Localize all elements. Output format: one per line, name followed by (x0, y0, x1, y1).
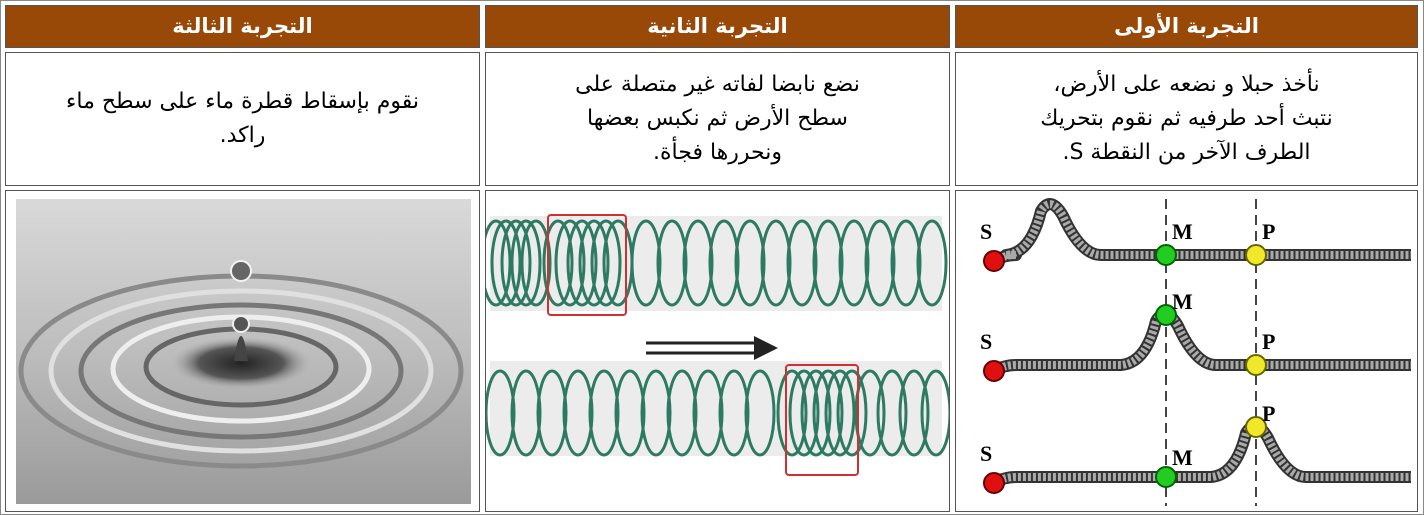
label: S (980, 329, 992, 354)
rope-figure: S M P S M P S M P (980, 198, 1411, 506)
rope (991, 310, 1411, 375)
label: P (1262, 329, 1275, 354)
spring-loop (916, 219, 948, 307)
spring-loop (562, 369, 594, 457)
spring-loop (510, 369, 542, 457)
description: نأخذ حبلا و نضعه على الأرض، نتبث أحد طرفي… (955, 52, 1418, 186)
label: M (1172, 219, 1193, 244)
point-m (1155, 304, 1177, 326)
spring-cell (480, 190, 952, 512)
spring-loop (578, 219, 610, 307)
point-s (983, 250, 1005, 272)
spring-loop (566, 219, 598, 307)
spring-loop (786, 219, 818, 307)
spring-figure (480, 214, 952, 476)
rope (991, 422, 1411, 487)
spring-loop (490, 219, 522, 307)
spring-loop (744, 369, 776, 457)
spring-loop (500, 219, 532, 307)
point-s (983, 360, 1005, 382)
point-p (1245, 416, 1267, 438)
spring-loop (890, 219, 922, 307)
point-p (1245, 354, 1267, 376)
label: S (980, 219, 992, 244)
description-line: نقوم بإسقاط قطرة ماء على سطح ماء (66, 89, 419, 114)
spring-loop (898, 369, 930, 457)
water-drop-figure (16, 199, 471, 504)
label: M (1172, 445, 1193, 470)
description-line: نضع نابضا لفاته غير متصلة على (575, 72, 860, 97)
spring-loop (554, 219, 586, 307)
label: P (1262, 401, 1275, 426)
spring-loop (630, 219, 662, 307)
spring-loop (692, 369, 724, 457)
spring-loop (836, 369, 868, 457)
spring-loop (776, 369, 808, 457)
spring-loop (588, 369, 620, 457)
description-line: راكد. (219, 123, 266, 148)
description-line: سطح الأرض ثم نكبس بعضها (587, 106, 848, 131)
spring-loop (838, 219, 870, 307)
label: P (1262, 219, 1275, 244)
spring-loop (864, 219, 896, 307)
description-line: ونحررها فجأة. (653, 140, 782, 165)
spring-loop (536, 369, 568, 457)
description: نقوم بإسقاط قطرة ماء على سطح ماء راكد. (5, 52, 480, 186)
spring-loop (760, 219, 792, 307)
spring-loop (510, 219, 542, 307)
spring-loop (812, 369, 844, 457)
description-line: الطرف الآخر من النقطة S. (1062, 140, 1311, 165)
point-p (1245, 244, 1267, 266)
spring-loop (590, 219, 622, 307)
spring-loop (718, 369, 750, 457)
spring-loop (788, 369, 820, 457)
description: نضع نابضا لفاته غير متصلة على سطح الأرض ث… (485, 52, 950, 186)
description-line: نأخذ حبلا و نضعه على الأرض، (1053, 72, 1320, 97)
point-s (983, 472, 1005, 494)
label: S (980, 441, 992, 466)
label: M (1172, 289, 1193, 314)
spring-loop (666, 369, 698, 457)
spring-loop (542, 219, 574, 307)
spring-loop (614, 369, 646, 457)
point-m (1155, 244, 1177, 266)
spring-loop (876, 369, 908, 457)
spring-loop (812, 219, 844, 307)
spring-loop (682, 219, 714, 307)
header: التجربة الثالثة (5, 5, 480, 48)
spring-loop (656, 219, 688, 307)
point-m (1155, 466, 1177, 488)
spring-loop (734, 219, 766, 307)
description-line: نتبث أحد طرفيه ثم نقوم بتحريك (1040, 106, 1333, 131)
header: التجربة الأولى (955, 5, 1418, 48)
spring-loop (824, 369, 856, 457)
rope-cell: S M P S M P S M P (955, 190, 1418, 512)
water-cell (5, 190, 480, 512)
rope (991, 200, 1411, 265)
spring-loop (708, 219, 740, 307)
spring-loop (854, 369, 886, 457)
header: التجربة الثانية (485, 5, 950, 48)
spring-loop (520, 219, 552, 307)
spring-loop (484, 369, 516, 457)
spring-loop (800, 369, 832, 457)
spring-loop (640, 369, 672, 457)
